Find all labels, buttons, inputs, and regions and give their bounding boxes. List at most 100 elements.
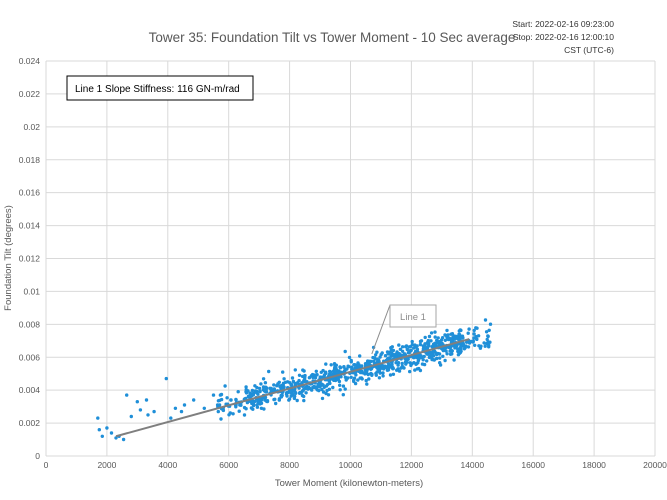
data-point <box>239 403 243 407</box>
timezone-label: CST (UTC-6) <box>564 45 614 55</box>
data-point <box>425 359 429 363</box>
data-point <box>467 327 471 331</box>
data-point <box>259 406 264 410</box>
data-point <box>419 339 424 343</box>
data-point <box>466 345 471 349</box>
data-point <box>237 409 241 413</box>
data-point <box>264 385 268 389</box>
data-point <box>377 376 382 380</box>
data-point <box>367 377 371 381</box>
data-point <box>487 345 491 349</box>
data-point <box>334 363 338 367</box>
data-point <box>278 385 282 389</box>
data-point <box>471 339 475 343</box>
x-tick-label: 8000 <box>280 460 299 470</box>
data-point <box>397 343 401 347</box>
data-point <box>262 389 267 393</box>
y-tick-label: 0.002 <box>19 418 41 428</box>
data-point <box>418 342 423 347</box>
data-point <box>297 373 302 377</box>
data-point <box>381 374 385 378</box>
data-point <box>421 347 426 351</box>
fit-line-callout <box>371 304 391 355</box>
data-point <box>391 366 395 371</box>
data-point <box>269 389 273 393</box>
data-point <box>378 355 382 359</box>
data-point <box>358 354 362 358</box>
data-point <box>261 377 266 381</box>
data-point <box>441 354 445 358</box>
data-point <box>472 336 476 340</box>
y-tick-label: 0.01 <box>23 286 40 296</box>
x-tick-label: 14000 <box>460 460 484 470</box>
data-point <box>248 391 252 395</box>
data-point <box>358 370 363 375</box>
y-tick-label: 0.016 <box>19 188 41 198</box>
data-point <box>388 373 393 377</box>
data-point <box>179 409 184 414</box>
data-point <box>484 330 489 334</box>
data-point <box>404 345 408 349</box>
data-point <box>328 370 333 374</box>
data-point <box>97 428 102 432</box>
data-point <box>400 361 404 366</box>
data-point <box>426 338 430 343</box>
data-point <box>483 318 488 322</box>
data-point <box>258 389 262 394</box>
data-point <box>433 341 437 345</box>
data-point <box>435 352 439 357</box>
data-point <box>281 381 286 385</box>
slope-annotation-text: Line 1 Slope Stiffness: 116 GN-m/rad <box>75 84 240 95</box>
data-point <box>383 354 388 358</box>
data-point <box>453 337 457 341</box>
data-point <box>339 375 343 379</box>
data-point <box>285 391 289 395</box>
data-point <box>429 339 433 343</box>
x-tick-label: 20000 <box>643 460 667 470</box>
data-point <box>129 414 133 419</box>
x-tick-label: 12000 <box>400 460 424 470</box>
data-point <box>436 336 440 340</box>
data-point <box>96 416 100 420</box>
data-point <box>338 388 342 392</box>
data-point <box>314 369 318 373</box>
fit-line <box>115 338 470 438</box>
data-point <box>257 386 262 391</box>
data-point <box>302 379 307 384</box>
data-point <box>441 348 445 353</box>
data-point <box>146 413 150 417</box>
data-point <box>317 388 321 393</box>
data-point <box>418 368 423 373</box>
data-point <box>169 416 173 420</box>
data-point <box>282 377 286 381</box>
data-point <box>365 369 369 373</box>
data-point <box>353 371 357 375</box>
data-point <box>338 383 342 387</box>
y-tick-label: 0.006 <box>19 352 41 362</box>
data-point <box>438 356 442 360</box>
data-point <box>399 366 403 370</box>
data-point <box>294 391 298 395</box>
data-point <box>402 366 406 370</box>
data-point <box>385 368 390 372</box>
data-point <box>445 352 449 356</box>
data-point <box>294 382 298 386</box>
y-tick-label: 0.018 <box>19 155 41 165</box>
data-point <box>391 372 396 376</box>
data-point <box>427 334 432 339</box>
data-point <box>249 394 253 398</box>
data-point <box>381 367 386 371</box>
data-point <box>429 331 434 335</box>
data-point <box>135 400 139 404</box>
y-tick-label: 0.008 <box>19 319 41 329</box>
data-point <box>357 363 361 367</box>
data-point <box>445 328 449 333</box>
data-point <box>398 347 403 351</box>
data-point <box>466 331 470 335</box>
data-point <box>272 397 276 402</box>
data-point <box>219 397 224 402</box>
data-point <box>236 390 240 394</box>
data-point <box>405 347 409 352</box>
data-point <box>144 398 149 402</box>
